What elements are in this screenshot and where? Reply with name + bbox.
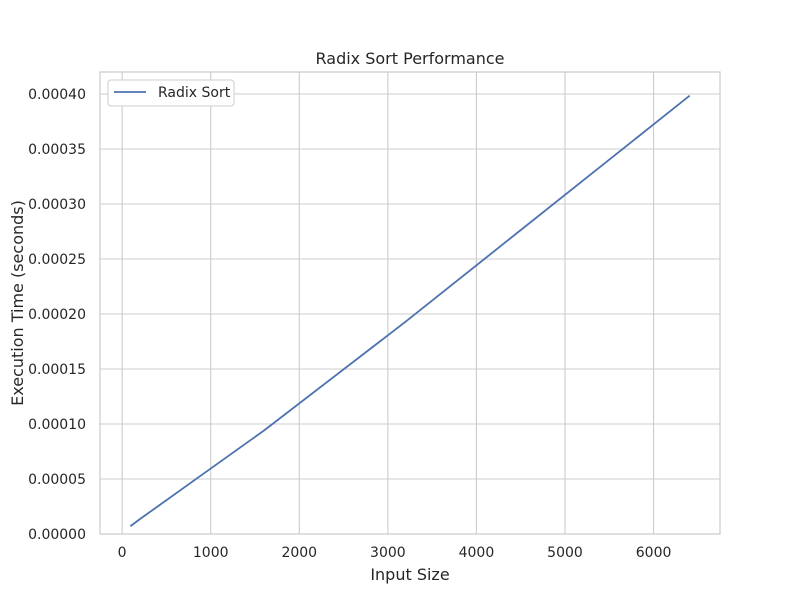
series-layer xyxy=(130,95,690,527)
x-tick-label: 4000 xyxy=(459,545,495,561)
y-tick-label: 0.00015 xyxy=(28,362,86,378)
y-tick-label: 0.00005 xyxy=(28,472,86,488)
y-tick-label: 0.00025 xyxy=(28,252,86,268)
y-tick-label: 0.00010 xyxy=(28,417,86,433)
data-point xyxy=(262,429,265,432)
grid xyxy=(100,72,720,535)
data-point xyxy=(138,518,141,521)
data-point xyxy=(130,524,132,527)
series-line-radix-sort xyxy=(130,95,690,527)
y-tick-label: 0.00040 xyxy=(28,87,86,103)
x-axis-label: Input Size xyxy=(370,565,449,584)
data-point xyxy=(688,95,690,98)
y-tick-labels: 0.00000 0.00005 0.00010 0.00015 0.00020 0.000… xyxy=(28,87,86,543)
legend-label: Radix Sort xyxy=(158,85,231,101)
y-tick-label: 0.00035 xyxy=(28,142,86,158)
data-point xyxy=(156,505,159,508)
x-tick-labels: 0 1000 2000 3000 4000 5000 6000 xyxy=(118,545,672,561)
y-tick-label: 0.00030 xyxy=(28,197,86,213)
y-axis-label: Execution Time (seconds) xyxy=(8,200,27,406)
data-point xyxy=(192,480,194,483)
chart-title: Radix Sort Performance xyxy=(316,49,505,68)
data-point xyxy=(404,320,407,323)
y-tick-label: 0.00000 xyxy=(28,527,86,543)
x-tick-label: 5000 xyxy=(547,545,583,561)
y-tick-label: 0.00020 xyxy=(28,307,86,323)
legend-box xyxy=(107,79,235,107)
plot-frame xyxy=(99,71,721,535)
legend: Radix Sort xyxy=(107,79,235,107)
x-tick-label: 0 xyxy=(118,545,127,561)
x-tick-label: 6000 xyxy=(636,545,672,561)
x-tick-label: 2000 xyxy=(281,545,317,561)
x-tick-label: 1000 xyxy=(193,545,229,561)
x-tick-label: 3000 xyxy=(370,545,406,561)
